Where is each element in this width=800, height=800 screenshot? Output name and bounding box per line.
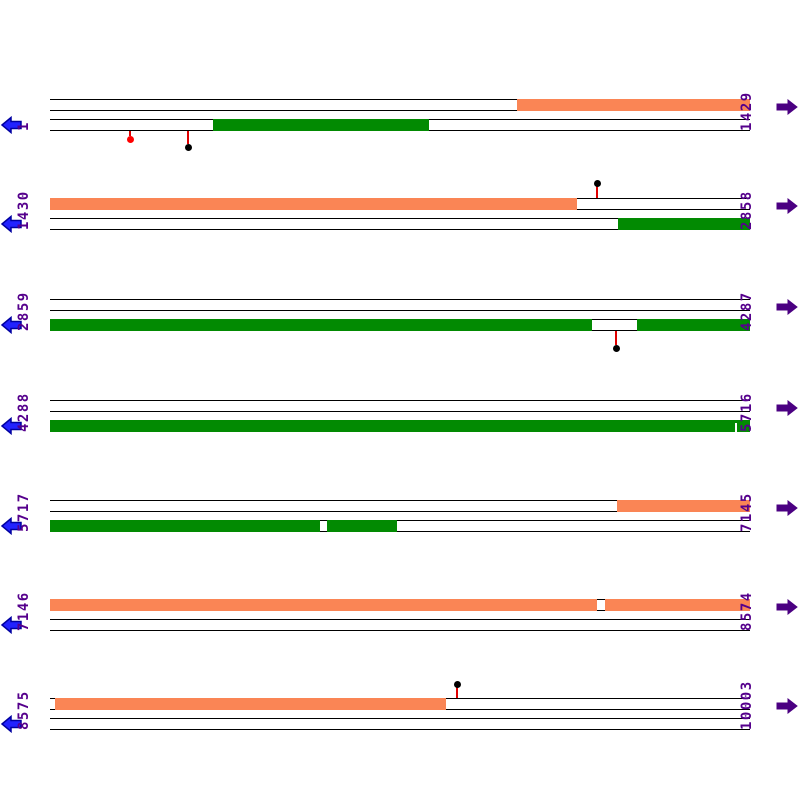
bottom-strand-track [50, 319, 750, 331]
orange-feature-segment [55, 698, 446, 710]
top-strand-track [50, 500, 750, 512]
scroll-left-arrow-icon[interactable] [0, 416, 22, 439]
scroll-right-arrow-icon[interactable] [776, 697, 798, 718]
green-feature-segment [50, 420, 750, 432]
scroll-left-arrow-icon[interactable] [0, 615, 22, 638]
scroll-right-arrow-icon[interactable] [776, 399, 798, 420]
scroll-left-arrow-icon[interactable] [0, 714, 22, 737]
top-strand-track [50, 698, 750, 710]
marker-stem [596, 186, 598, 198]
marker-stem [187, 131, 189, 144]
marker-stem [615, 331, 617, 345]
scroll-right-arrow-icon[interactable] [776, 98, 798, 119]
bottom-strand-track [50, 218, 750, 230]
marker-red-dot [126, 135, 134, 143]
top-strand-track [50, 198, 750, 210]
orange-feature-segment [605, 599, 750, 611]
marker-black-dot [593, 179, 601, 187]
marker-black-dot [612, 344, 620, 352]
top-strand-track [50, 299, 750, 311]
top-strand-track [50, 99, 750, 111]
green-feature-segment [50, 319, 592, 331]
marker-stem [456, 687, 458, 698]
feature-gap-slit [735, 423, 737, 432]
right-coordinate-label: 10003 [739, 680, 755, 730]
scroll-left-arrow-icon[interactable] [0, 516, 22, 539]
bottom-strand-track [50, 718, 750, 730]
marker-stem [129, 131, 131, 136]
scroll-right-arrow-icon[interactable] [776, 298, 798, 319]
top-strand-track [50, 599, 750, 611]
orange-feature-segment [50, 599, 597, 611]
bottom-strand-track [50, 619, 750, 631]
bottom-strand-track [50, 520, 750, 532]
scroll-right-arrow-icon[interactable] [776, 197, 798, 218]
bottom-strand-track [50, 420, 750, 432]
left-coordinate-label: 8575 [16, 690, 32, 730]
orange-feature-segment [50, 198, 577, 210]
marker-black-dot [453, 680, 461, 688]
green-feature-segment [637, 319, 750, 331]
green-feature-segment [213, 119, 429, 131]
marker-black-dot [184, 143, 192, 151]
bottom-strand-track [50, 119, 750, 131]
scroll-left-arrow-icon[interactable] [0, 115, 22, 138]
top-strand-track [50, 400, 750, 412]
scroll-right-arrow-icon[interactable] [776, 499, 798, 520]
green-feature-segment [50, 520, 320, 532]
scroll-left-arrow-icon[interactable] [0, 214, 22, 237]
green-feature-segment [327, 520, 397, 532]
scroll-left-arrow-icon[interactable] [0, 315, 22, 338]
scroll-right-arrow-icon[interactable] [776, 598, 798, 619]
orange-feature-segment [517, 99, 750, 111]
orange-feature-segment [617, 500, 750, 512]
green-feature-segment [618, 218, 750, 230]
